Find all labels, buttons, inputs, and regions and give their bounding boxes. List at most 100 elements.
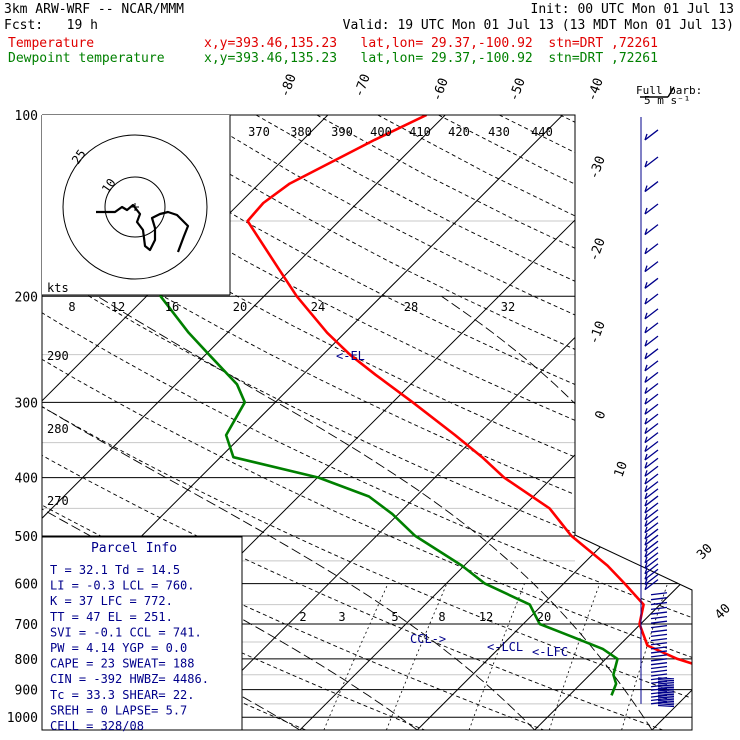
wind-barb xyxy=(644,526,648,533)
dry-adiabat-line xyxy=(42,115,692,730)
wind-barb xyxy=(644,522,659,534)
mixing-ratio-label: 28 xyxy=(404,300,418,314)
wind-barb xyxy=(657,691,675,694)
wind-barb xyxy=(650,642,668,646)
dry-adiabat-line xyxy=(42,115,692,730)
wind-barb xyxy=(644,326,648,334)
wind-barb xyxy=(644,181,659,193)
header-valid: Valid: 19 UTC Mon 01 Jul 13 (13 MDT Mon … xyxy=(342,18,734,33)
wind-barb xyxy=(644,408,648,415)
pressure-label-600: 600 xyxy=(15,578,38,593)
theta-side-label: 270 xyxy=(47,494,69,508)
wind-barb xyxy=(650,665,668,670)
moist-adiabat-line xyxy=(441,295,692,730)
wind-barb xyxy=(644,462,648,469)
wind-barb xyxy=(650,633,668,638)
wind-barb xyxy=(644,335,659,347)
hodograph-trace xyxy=(96,203,190,253)
wind-barb xyxy=(644,481,659,493)
wind-barb xyxy=(644,403,659,415)
wind-barb xyxy=(657,680,675,684)
mixing-ratio-label: 2 xyxy=(299,610,306,624)
wind-barb xyxy=(644,339,648,347)
wind-barb xyxy=(644,423,659,435)
theta-label: 380 xyxy=(290,125,312,139)
mixing-ratio-label: 8 xyxy=(68,300,75,314)
wind-barb xyxy=(644,563,659,575)
wind-barb xyxy=(644,322,659,334)
isotherm-label: -50 xyxy=(507,76,529,103)
parcel-info-title: Parcel Info xyxy=(91,541,177,556)
full-barb-sample xyxy=(667,86,675,98)
dry-adiabat-line xyxy=(42,115,692,730)
temperature-label: Temperature xyxy=(8,36,95,51)
isotherm-line xyxy=(299,115,692,730)
wind-barb xyxy=(644,397,648,405)
parcel-info-box xyxy=(41,536,243,731)
wind-barb xyxy=(644,203,659,215)
wind-barb xyxy=(657,698,675,701)
wind-barb xyxy=(644,538,648,546)
temperature-info: x,y=393.46,135.23 lat,lon= 29.37,-100.92… xyxy=(204,36,658,51)
full-barb-label: Full barb: xyxy=(636,84,702,97)
wind-barb xyxy=(644,562,648,569)
wind-barb xyxy=(650,606,668,610)
wind-barb xyxy=(644,506,648,514)
wind-barb xyxy=(657,682,675,685)
wind-barb xyxy=(650,611,668,615)
wind-barb xyxy=(644,247,648,254)
parcel-info-row: LI = -0.3 LCL = 760. xyxy=(50,579,195,593)
hodograph-ring-label: 25 xyxy=(69,147,89,167)
wind-barb xyxy=(657,696,675,699)
wind-barb xyxy=(644,352,648,360)
lfc-marker-label: <-LFC xyxy=(532,645,568,659)
isotherm-label: 40 xyxy=(712,601,734,623)
wind-barb xyxy=(644,413,659,425)
parcel-info-row: T = 32.1 Td = 14.5 xyxy=(50,563,180,577)
wind-barb xyxy=(644,293,659,305)
wind-barb xyxy=(657,684,675,687)
wind-barb xyxy=(644,393,659,405)
pressure-label-800: 800 xyxy=(15,653,38,668)
theta-label: 410 xyxy=(409,125,431,139)
wind-barb xyxy=(650,662,668,666)
wind-barb xyxy=(657,679,675,682)
wind-barb xyxy=(644,488,659,500)
wind-barb xyxy=(644,297,648,305)
theta-label: 440 xyxy=(531,125,553,139)
parcel-info-row: CIN = -392 HWBZ= 4486. xyxy=(50,672,209,686)
wind-barb xyxy=(644,528,659,540)
isotherm-line xyxy=(534,115,692,730)
isotherm-label: -20 xyxy=(587,236,609,263)
theta-side-label: 290 xyxy=(47,349,69,363)
dewpoint-info: x,y=393.46,135.23 lat,lon= 29.37,-100.92… xyxy=(204,51,658,66)
parcel-info-row: Tc = 33.3 SHEAR= 22. xyxy=(50,688,195,702)
parcel-info-row: SVI = -0.1 CCL = 741. xyxy=(50,625,202,639)
wind-barb xyxy=(644,515,659,527)
temperature-profile xyxy=(246,115,692,697)
wind-barb xyxy=(650,620,668,624)
wind-barb xyxy=(644,534,659,546)
dry-adiabat-line xyxy=(255,115,692,730)
dewpoint-label: Dewpoint temperature xyxy=(8,51,165,66)
wind-barb xyxy=(644,417,648,425)
wind-barb xyxy=(644,376,648,383)
wind-barb xyxy=(644,568,659,580)
wind-barb xyxy=(644,360,659,372)
dry-adiabat-line xyxy=(195,115,692,730)
hodograph-units-label: kts xyxy=(47,281,69,295)
wind-barbs xyxy=(640,117,675,708)
mixing-ratio-label: 3 xyxy=(338,610,345,624)
hodograph-ring xyxy=(62,134,208,280)
wind-barb xyxy=(644,228,648,235)
wind-barb xyxy=(644,492,648,500)
wind-barb xyxy=(644,427,648,434)
wind-barb xyxy=(644,282,648,289)
mixing-ratio-label: 16 xyxy=(165,300,179,314)
wind-barb xyxy=(657,699,675,703)
wind-barb xyxy=(644,495,659,507)
ccl-marker-label: CCL-> xyxy=(410,632,446,646)
wind-barb xyxy=(644,520,648,527)
wind-barb xyxy=(657,677,675,680)
